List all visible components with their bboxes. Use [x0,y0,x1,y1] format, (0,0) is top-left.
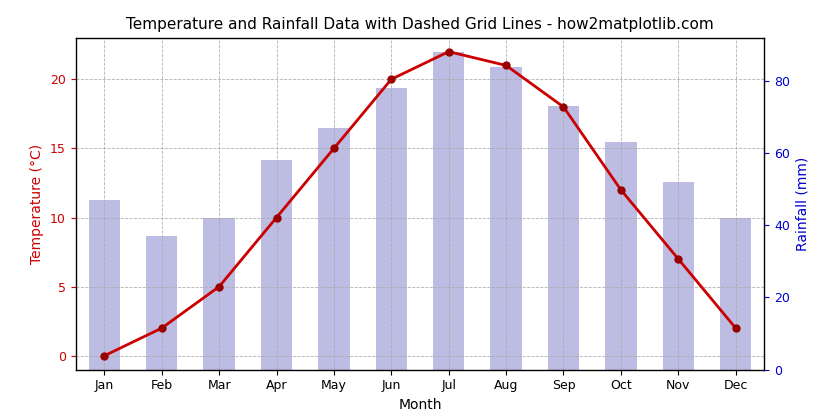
Bar [433,52,465,370]
Bar [491,67,522,370]
Bar [88,200,120,370]
Bar [375,88,407,370]
Bar [548,106,580,370]
Y-axis label: Rainfall (mm): Rainfall (mm) [795,157,810,251]
Bar [318,128,349,370]
X-axis label: Month: Month [398,398,442,412]
Bar [605,142,637,370]
Bar [720,218,752,370]
Title: Temperature and Rainfall Data with Dashed Grid Lines - how2matplotlib.com: Temperature and Rainfall Data with Dashe… [126,18,714,32]
Bar [663,182,694,370]
Y-axis label: Temperature (°C): Temperature (°C) [30,144,45,264]
Bar [260,160,292,370]
Bar [146,236,177,370]
Bar [203,218,235,370]
